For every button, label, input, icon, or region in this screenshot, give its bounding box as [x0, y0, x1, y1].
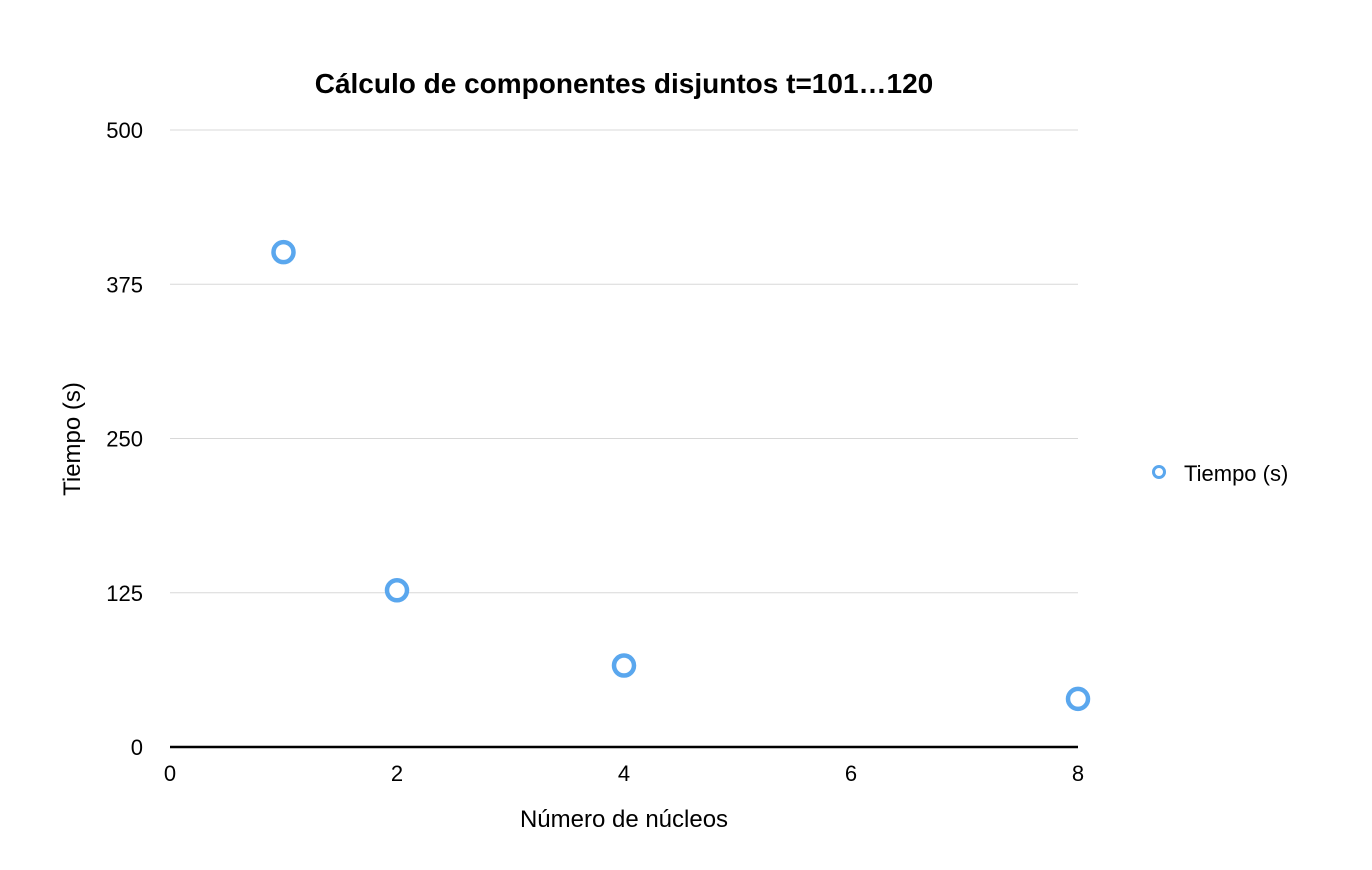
- y-axis-label: Tiempo (s): [59, 382, 86, 496]
- legend-label: Tiempo (s): [1184, 461, 1288, 486]
- data-point: [1065, 686, 1091, 712]
- data-point: [384, 578, 410, 603]
- data-point: [611, 653, 637, 678]
- legend: Tiempo (s): [1152, 461, 1288, 486]
- data-points: [271, 239, 1091, 712]
- y-tick-label: 0: [131, 735, 143, 760]
- y-axis-ticks: 0 125 250 375 500: [106, 118, 143, 760]
- x-axis-ticks: 0 2 4 6 8: [164, 761, 1084, 786]
- x-tick-label: 6: [845, 761, 857, 786]
- x-tick-label: 4: [618, 761, 630, 786]
- y-tick-label: 375: [106, 272, 143, 297]
- y-tick-label: 500: [106, 118, 143, 143]
- gridlines: [170, 129, 1078, 594]
- x-axis-label: Número de núcleos: [520, 806, 728, 833]
- y-tick-label: 250: [106, 427, 143, 452]
- legend-marker-icon: [1152, 465, 1166, 479]
- chart-title: Cálculo de componentes disjuntos t=101…1…: [315, 68, 934, 99]
- x-tick-label: 8: [1072, 761, 1084, 786]
- x-tick-label: 2: [391, 761, 403, 786]
- data-point: [271, 239, 296, 265]
- y-tick-label: 125: [106, 581, 143, 606]
- x-tick-label: 0: [164, 761, 176, 786]
